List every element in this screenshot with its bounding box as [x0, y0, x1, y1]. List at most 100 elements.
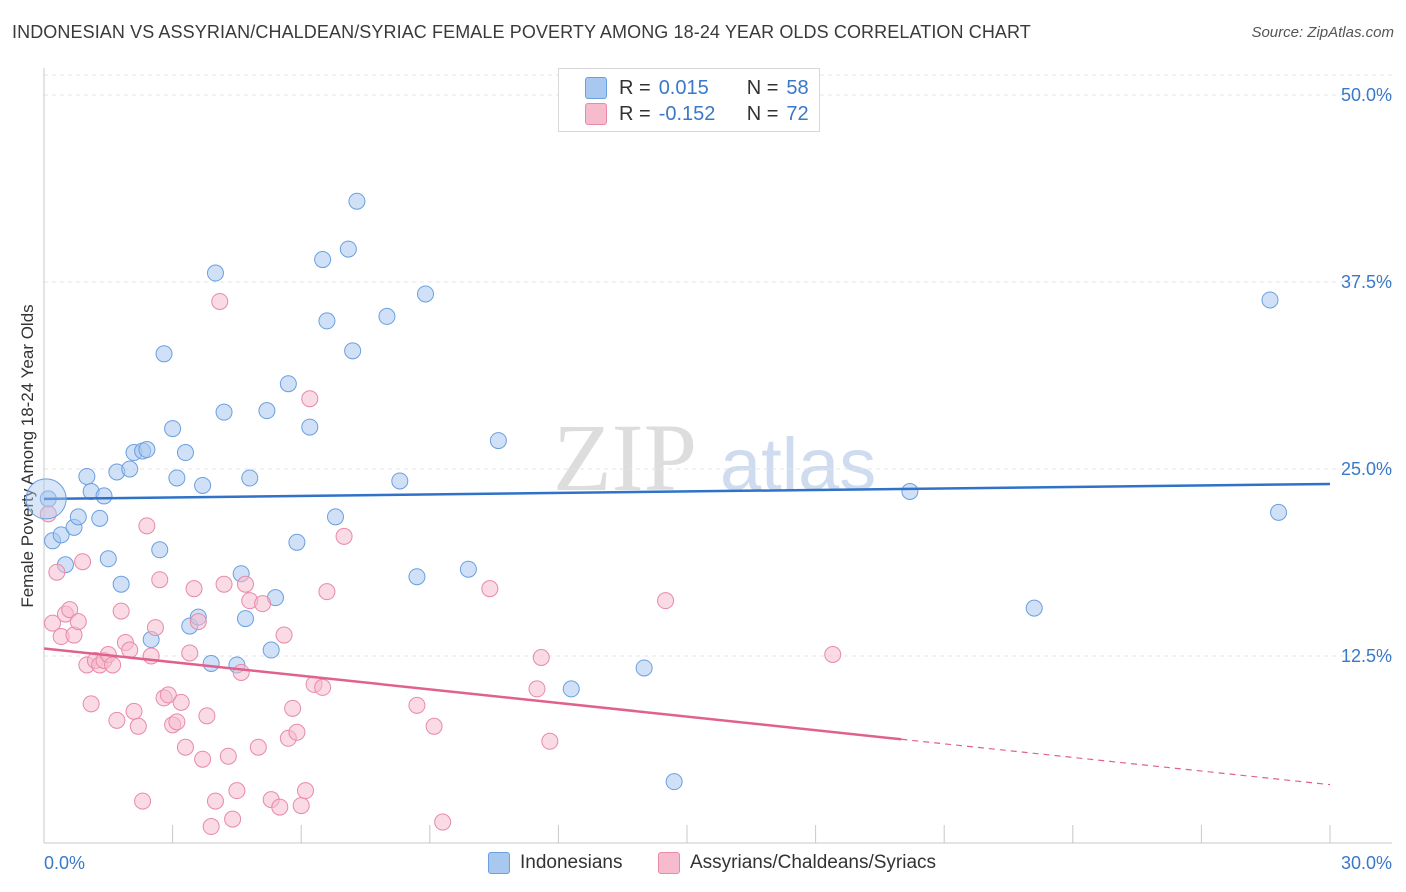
point-indonesians: [138, 441, 156, 459]
x-tick-label: 30.0%: [1341, 853, 1392, 873]
point-indonesians: [339, 240, 357, 258]
point-assyrians: [219, 747, 237, 765]
point-assyrians: [271, 798, 289, 816]
point-assyrians: [532, 648, 550, 666]
point-indonesians: [326, 508, 344, 526]
point-assyrians: [172, 693, 190, 711]
point-assyrians: [541, 732, 559, 750]
legend-row-indonesians: R = 0.015 N = 58: [585, 75, 809, 101]
point-indonesians: [78, 467, 96, 485]
point-assyrians: [224, 810, 242, 828]
point-indonesians: [194, 476, 212, 494]
point-indonesians: [176, 444, 194, 462]
point-indonesians: [121, 460, 139, 478]
correlation-legend: R = 0.015 N = 58 R = -0.152 N = 72: [558, 68, 820, 132]
point-assyrians: [181, 644, 199, 662]
point-assyrians: [74, 553, 92, 571]
point-indonesians: [459, 560, 477, 578]
legend-n-value: 58: [786, 76, 809, 99]
point-assyrians: [44, 614, 62, 632]
point-indonesians: [1025, 599, 1043, 617]
watermark-atlas: atlas: [720, 423, 876, 506]
point-assyrians: [314, 678, 332, 696]
y-axis-label: Female Poverty Among 18-24 Year Olds: [18, 304, 37, 607]
point-assyrians: [151, 571, 169, 589]
y-tick-label: 25.0%: [1341, 459, 1392, 479]
point-assyrians: [284, 699, 302, 717]
point-assyrians: [69, 613, 87, 631]
legend-row-assyrians: R = -0.152 N = 72: [585, 101, 809, 127]
point-indonesians: [378, 307, 396, 325]
y-tick-label: 50.0%: [1341, 85, 1392, 105]
legend-n-label: N =: [746, 102, 779, 125]
point-assyrians: [194, 750, 212, 768]
chart-title: INDONESIAN VS ASSYRIAN/CHALDEAN/SYRIAC F…: [12, 22, 1031, 42]
trendline-indonesians: [43, 482, 1331, 501]
point-indonesians: [69, 508, 87, 526]
trendline-extension-assyrians: [901, 738, 1331, 786]
point-indonesians: [151, 541, 169, 559]
trendline-assyrians: [43, 647, 902, 741]
point-indonesians: [318, 312, 336, 330]
bottom-legend-label-assyrians: Assyrians/Chaldeans/Syriacs: [690, 852, 937, 873]
point-indonesians: [665, 773, 683, 791]
point-assyrians: [168, 713, 186, 731]
point-assyrians: [48, 563, 66, 581]
point-assyrians: [121, 641, 139, 659]
point-assyrians: [296, 782, 314, 800]
point-indonesians: [258, 402, 276, 420]
point-assyrians: [335, 527, 353, 545]
legend-swatch-assyrians: [585, 103, 607, 125]
legend-r-value: 0.015: [658, 76, 709, 99]
point-assyrians: [288, 723, 306, 741]
point-indonesians: [241, 469, 259, 487]
point-indonesians: [202, 654, 220, 672]
point-assyrians: [254, 595, 272, 613]
chart-source: Source: ZipAtlas.com: [1251, 24, 1394, 41]
point-assyrians: [198, 707, 216, 725]
point-assyrians: [176, 738, 194, 756]
point-indonesians: [288, 533, 306, 551]
point-assyrians: [528, 680, 546, 698]
point-indonesians: [112, 575, 130, 593]
point-indonesians: [95, 487, 113, 505]
point-assyrians: [159, 686, 177, 704]
point-indonesians: [155, 345, 173, 363]
point-assyrians: [434, 813, 452, 831]
bottom-legend-swatch-assyrians: [658, 852, 680, 874]
x-tick-label: 0.0%: [44, 853, 85, 873]
point-indonesians: [52, 526, 70, 544]
point-indonesians: [262, 641, 280, 659]
point-assyrians: [425, 717, 443, 735]
point-assyrians: [125, 702, 143, 720]
point-indonesians: [164, 420, 182, 438]
point-indonesians: [635, 659, 653, 677]
point-indonesians: [279, 375, 297, 393]
point-indonesians: [562, 680, 580, 698]
legend-r-value: -0.152: [658, 102, 716, 125]
point-indonesians: [168, 469, 186, 487]
legend-r-label: R =: [619, 76, 651, 99]
point-assyrians: [82, 695, 100, 713]
point-assyrians: [481, 580, 499, 598]
bottom-legend-swatch-indonesians: [488, 852, 510, 874]
point-indonesians: [236, 610, 254, 628]
point-indonesians: [489, 432, 507, 450]
point-assyrians: [138, 517, 156, 535]
point-indonesians: [1270, 503, 1288, 521]
point-indonesians: [215, 403, 233, 421]
point-assyrians: [215, 575, 233, 593]
point-assyrians: [146, 619, 164, 637]
point-assyrians: [112, 602, 130, 620]
watermark-zip: ZIP: [553, 404, 697, 511]
point-assyrians: [824, 646, 842, 664]
point-indonesians: [901, 482, 919, 500]
point-assyrians: [236, 575, 254, 593]
point-assyrians: [185, 580, 203, 598]
point-assyrians: [108, 711, 126, 729]
point-assyrians: [206, 792, 224, 810]
y-tick-label: 37.5%: [1341, 272, 1392, 292]
point-indonesians-large: [25, 478, 67, 520]
point-indonesians: [206, 264, 224, 282]
